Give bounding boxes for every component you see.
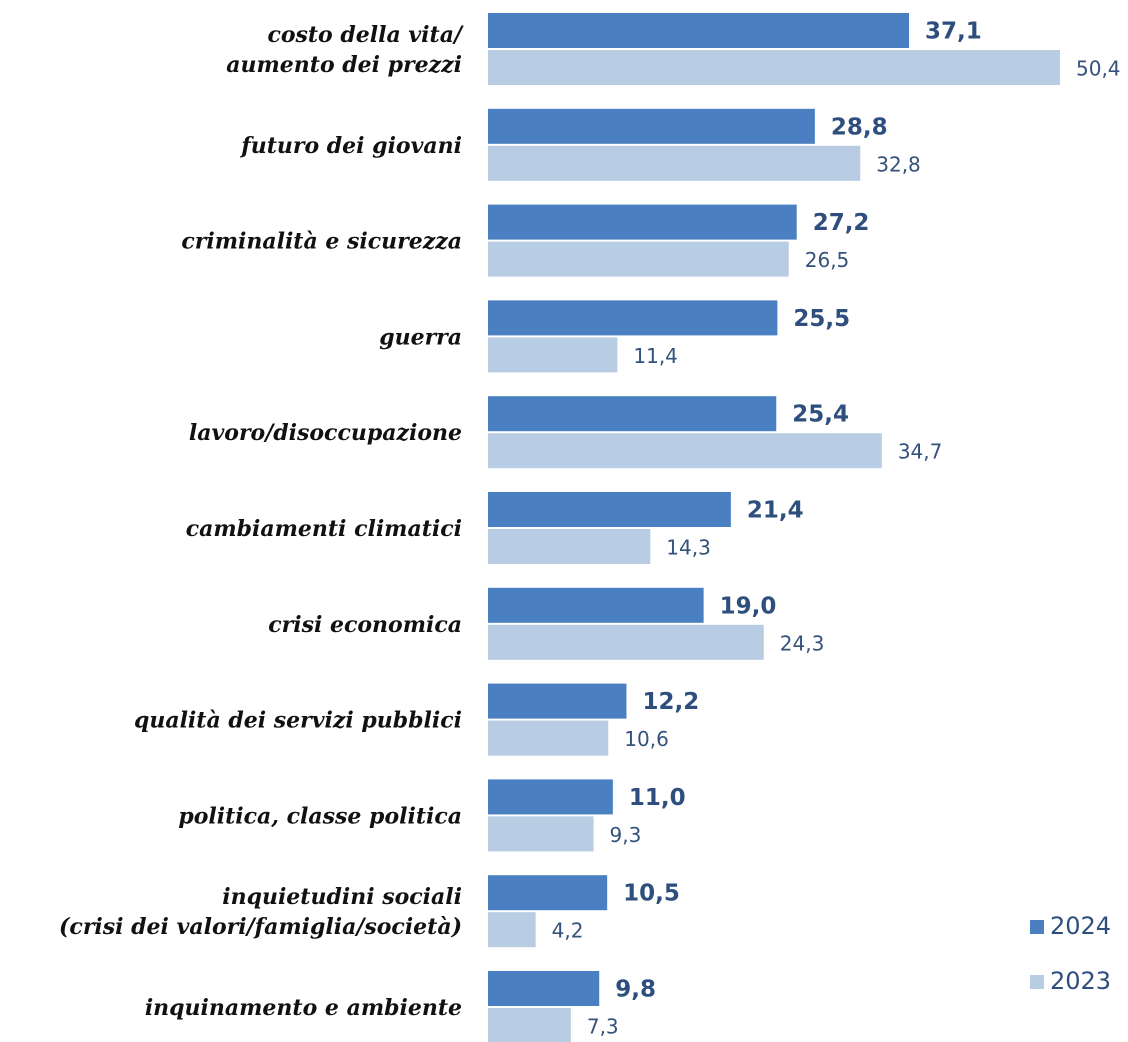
category-labels: costo della vita/aumento dei prezzi futur… <box>59 22 464 1021</box>
bars <box>488 13 1060 1042</box>
category-label-crisi-economica: crisi economica <box>268 612 462 638</box>
value-label-2024-inquinamento-e-ambiente: 9,8 <box>615 977 656 1003</box>
legend-label-2023: 2023 <box>1050 967 1111 995</box>
bar-2023-politica-classe-politica <box>488 816 594 852</box>
value-label-2023-cambiamenti-climatici: 14,3 <box>666 536 711 560</box>
value-label-2023-futuro-dei-giovani: 32,8 <box>876 152 921 176</box>
bar-2023-costo-della-vita-aumento-dei-prezzi <box>488 50 1060 85</box>
bar-2023-inquietudini-sociali-crisi-dei-valori-famiglia-societa <box>488 912 536 948</box>
legend-label-2024: 2024 <box>1050 912 1111 940</box>
category-label-inquietudini-sociali-crisi-dei-valori-famiglia-societa: (crisi dei valori/famiglia/società) <box>59 914 462 940</box>
value-label-2024-politica-classe-politica: 11,0 <box>629 785 686 811</box>
bar-2024-inquietudini-sociali-crisi-dei-valori-famiglia-societa <box>488 875 608 911</box>
value-label-2023-lavoro-disoccupazione: 34,7 <box>898 440 943 464</box>
category-label-cambiamenti-climatici: cambiamenti climatici <box>186 516 462 542</box>
value-label-2024-futuro-dei-giovani: 28,8 <box>831 114 888 140</box>
value-label-2024-inquietudini-sociali-crisi-dei-valori-famiglia-societa: 10,5 <box>623 881 680 907</box>
bar-2024-lavoro-disoccupazione <box>488 396 777 432</box>
bar-2023-futuro-dei-giovani <box>488 145 861 181</box>
category-label-inquietudini-sociali-crisi-dei-valori-famiglia-societa: inquietudini sociali <box>222 884 462 910</box>
value-label-2024-crisi-economica: 19,0 <box>720 593 777 619</box>
bar-2024-qualita-dei-servizi-pubblici <box>488 683 627 719</box>
bar-2024-cambiamenti-climatici <box>488 492 731 527</box>
value-label-2023-politica-classe-politica: 9,3 <box>610 823 642 847</box>
value-label-2023-crisi-economica: 24,3 <box>780 631 825 655</box>
category-label-inquinamento-e-ambiente: inquinamento e ambiente <box>145 995 462 1021</box>
bar-2024-guerra <box>488 300 778 336</box>
bar-2024-criminalita-e-sicurezza <box>488 204 797 240</box>
bar-2024-crisi-economica <box>488 587 704 623</box>
value-label-2024-guerra: 25,5 <box>793 306 850 332</box>
legend-swatch-2024 <box>1030 920 1044 934</box>
bar-2023-cambiamenti-climatici <box>488 529 651 564</box>
value-label-2023-costo-della-vita-aumento-dei-prezzi: 50,4 <box>1076 57 1121 81</box>
bar-2023-lavoro-disoccupazione <box>488 433 882 469</box>
bar-2024-futuro-dei-giovani <box>488 108 815 144</box>
value-label-2023-inquietudini-sociali-crisi-dei-valori-famiglia-societa: 4,2 <box>552 919 584 943</box>
legend-swatch-2023 <box>1030 975 1044 989</box>
value-label-2024-cambiamenti-climatici: 21,4 <box>747 498 804 524</box>
value-label-2023-qualita-dei-servizi-pubblici: 10,6 <box>624 727 669 751</box>
category-label-politica-classe-politica: politica, classe politica <box>178 803 462 829</box>
category-label-lavoro-disoccupazione: lavoro/disoccupazione <box>189 420 462 446</box>
bar-2024-inquinamento-e-ambiente <box>488 971 600 1006</box>
category-label-qualita-dei-servizi-pubblici: qualità dei servizi pubblici <box>134 708 462 734</box>
value-label-2023-inquinamento-e-ambiente: 7,3 <box>587 1015 619 1039</box>
bar-2023-crisi-economica <box>488 624 764 660</box>
category-label-futuro-dei-giovani: futuro dei giovani <box>239 133 462 159</box>
bar-2023-guerra <box>488 337 618 373</box>
bar-2023-inquinamento-e-ambiente <box>488 1008 571 1042</box>
value-label-2024-lavoro-disoccupazione: 25,4 <box>792 402 849 428</box>
value-label-2024-qualita-dei-servizi-pubblici: 12,2 <box>642 689 699 715</box>
value-label-2023-criminalita-e-sicurezza: 26,5 <box>805 248 850 272</box>
bar-2023-criminalita-e-sicurezza <box>488 241 789 277</box>
bar-2024-costo-della-vita-aumento-dei-prezzi <box>488 13 910 48</box>
category-label-costo-della-vita-aumento-dei-prezzi: costo della vita/ <box>267 22 464 48</box>
value-label-2024-criminalita-e-sicurezza: 27,2 <box>813 210 870 236</box>
category-label-guerra: guerra <box>379 324 462 350</box>
legend: 2024 2023 <box>1030 912 1111 995</box>
value-label-2023-guerra: 11,4 <box>633 344 678 368</box>
bar-2024-politica-classe-politica <box>488 779 613 815</box>
value-label-2024-costo-della-vita-aumento-dei-prezzi: 37,1 <box>925 19 982 45</box>
bar-2023-qualita-dei-servizi-pubblici <box>488 720 609 756</box>
value-labels: 37,1 50,4 28,8 32,8 27,2 26,5 25,5 11,4 25,4 34,7… <box>552 19 1121 1039</box>
category-label-criminalita-e-sicurezza: criminalità e sicurezza <box>181 229 462 255</box>
category-label-costo-della-vita-aumento-dei-prezzi: aumento dei prezzi <box>226 52 462 78</box>
